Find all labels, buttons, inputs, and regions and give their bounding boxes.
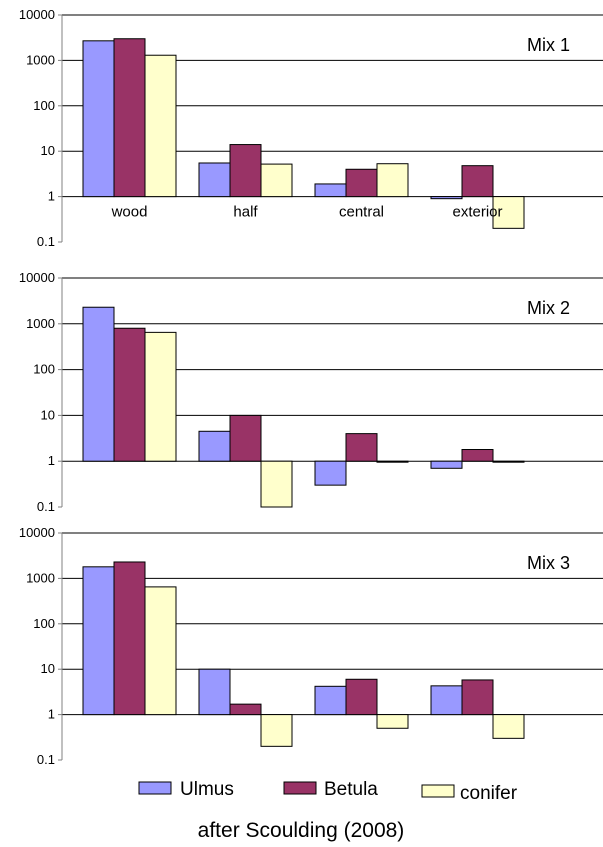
figure-caption: after Scoulding (2008) xyxy=(198,819,405,842)
panel-title: Mix 1 xyxy=(527,35,570,55)
category-label: half xyxy=(233,204,258,221)
bar-ulmus xyxy=(314,685,347,716)
y-tick-label: 10000 xyxy=(19,525,55,540)
legend-swatch-conifer xyxy=(421,784,455,798)
category-label: central xyxy=(339,204,384,221)
bar-conifer xyxy=(492,460,525,463)
y-tick-label: 1000 xyxy=(26,316,55,331)
chart-panel-1: 0.1 1 10 100 1000 10000 wood half central exterio… xyxy=(19,7,603,249)
bar-conifer xyxy=(376,714,409,729)
legend-label-ulmus: Ulmus xyxy=(180,779,234,800)
bar-betula xyxy=(461,165,494,198)
bar-betula xyxy=(345,433,378,462)
y-tick-label: 1 xyxy=(48,707,55,722)
chart-panels: 0.1 1 10 100 1000 10000 wood half central exterio… xyxy=(19,7,603,767)
bar-conifer xyxy=(260,714,293,747)
bar-betula xyxy=(461,449,494,462)
y-tick-label: 100 xyxy=(33,98,55,113)
bar-conifer xyxy=(144,586,177,716)
y-tick-label: 1 xyxy=(48,453,55,468)
bar-ulmus xyxy=(198,668,231,716)
y-tick-label: 1 xyxy=(48,189,55,204)
legend-swatch-ulmus xyxy=(138,781,172,795)
bar-betula xyxy=(113,38,146,198)
bar-ulmus xyxy=(82,566,115,716)
bar-betula xyxy=(229,144,262,198)
y-tick-label: 0.1 xyxy=(37,752,55,767)
y-tick-label: 10000 xyxy=(19,270,55,285)
bar-conifer xyxy=(144,331,177,462)
legend-label-conifer: conifer xyxy=(460,783,518,804)
legend-swatch-betula xyxy=(283,781,317,795)
legend: Ulmus Betula conifer xyxy=(138,779,518,804)
bar-ulmus xyxy=(82,40,115,198)
bar-ulmus xyxy=(198,162,231,198)
y-tick-label: 10000 xyxy=(19,7,55,22)
bar-ulmus xyxy=(82,306,115,462)
bar-betula xyxy=(345,678,378,716)
bar-ulmus xyxy=(430,460,463,469)
bar-conifer xyxy=(492,714,525,739)
y-tick-label: 10 xyxy=(41,661,55,676)
y-tick-label: 0.1 xyxy=(37,499,55,514)
category-label: wood xyxy=(111,204,148,221)
bar-betula xyxy=(345,168,378,198)
bar-betula xyxy=(229,703,262,716)
bar-ulmus xyxy=(314,460,347,486)
bar-conifer xyxy=(376,163,409,198)
panel-title: Mix 3 xyxy=(527,553,570,573)
chart-panel-2: 0.1 1 10 100 1000 10000 Mix 2 xyxy=(19,270,603,514)
bar-betula xyxy=(113,327,146,462)
legend-label-betula: Betula xyxy=(324,779,378,800)
category-label: exterior xyxy=(452,204,502,221)
bar-betula xyxy=(113,561,146,716)
y-tick-label: 1000 xyxy=(26,570,55,585)
bar-conifer xyxy=(492,196,525,229)
bar-conifer xyxy=(144,54,177,198)
y-tick-label: 100 xyxy=(33,616,55,631)
bar-conifer xyxy=(260,163,293,198)
panel-title: Mix 2 xyxy=(527,298,570,318)
y-tick-label: 10 xyxy=(41,143,55,158)
bar-betula xyxy=(229,414,262,462)
bar-ulmus xyxy=(314,183,347,198)
bar-ulmus xyxy=(198,430,231,462)
y-tick-label: 0.1 xyxy=(37,234,55,249)
bar-conifer xyxy=(260,460,293,508)
bar-ulmus xyxy=(430,196,463,200)
y-tick-label: 1000 xyxy=(26,52,55,67)
bar-betula xyxy=(461,679,494,716)
bar-ulmus xyxy=(430,685,463,716)
y-tick-label: 10 xyxy=(41,407,55,422)
bar-conifer xyxy=(376,460,409,463)
y-tick-label: 100 xyxy=(33,362,55,377)
chart-panel-3: 0.1 1 10 100 1000 10000 Mix 3 xyxy=(19,525,603,767)
